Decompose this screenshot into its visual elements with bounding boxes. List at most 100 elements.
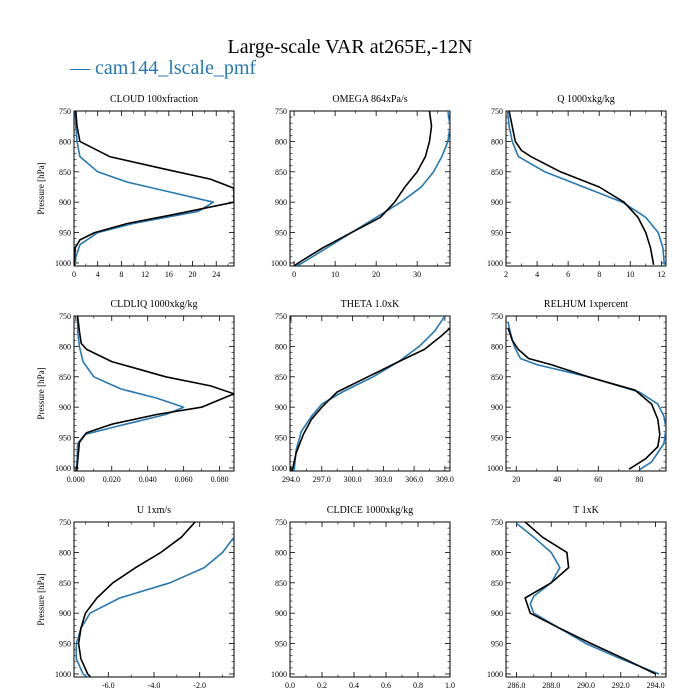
model-profile-line <box>506 111 666 265</box>
x-tick-label: 0.020 <box>103 475 121 484</box>
x-tick-label: 0.4 <box>349 681 359 690</box>
reference-profile-line <box>75 316 234 471</box>
panel-title: CLOUD 100xfraction <box>110 94 198 105</box>
y-tick-label: 1000 <box>55 464 71 473</box>
y-tick-label: 850 <box>491 373 503 382</box>
panel-9: T 1xK 750 800 850 900 950 1000 286.0 288.0 290.0 2… <box>487 505 667 690</box>
y-tick-label: 950 <box>59 434 71 443</box>
x-tick-label: 20 <box>512 475 520 484</box>
y-tick-label: 950 <box>59 640 71 649</box>
y-tick-label: 1000 <box>55 259 71 268</box>
y-tick-label: 850 <box>59 579 71 588</box>
panel-6: RELHUM 1xpercent 750 800 850 900 950 1000 20 40 6… <box>487 299 667 484</box>
y-axis-label: Pressure [hPa] <box>36 162 46 214</box>
x-tick-label: 1.0 <box>445 681 455 690</box>
reference-profile-line <box>291 327 450 471</box>
y-tick-label: 800 <box>59 137 71 146</box>
x-tick-label: -2.0 <box>193 681 206 690</box>
y-tick-label: 800 <box>59 342 71 351</box>
panel-8: CLDICE 1000xkg/kg 750 800 850 900 950 1000 0.0 0… <box>271 505 455 690</box>
y-tick-label: 1000 <box>487 259 503 268</box>
x-tick-label: 0 <box>72 270 76 279</box>
y-tick-label: 750 <box>491 312 503 321</box>
y-tick-label: 1000 <box>55 670 71 679</box>
x-tick-label: 0 <box>292 270 296 279</box>
y-tick-label: 850 <box>491 168 503 177</box>
panel-title: OMEGA 864xPa/s <box>332 94 407 105</box>
reference-profile-line <box>508 111 655 265</box>
model-profile-line <box>75 316 185 471</box>
x-tick-label: 306.0 <box>405 475 423 484</box>
x-tick-label: 60 <box>594 475 602 484</box>
figure-title: Large-scale VAR at265E,-12N <box>227 36 473 58</box>
panel-title: CLDLIQ 1000xkg/kg <box>111 299 198 310</box>
panel-title: CLDICE 1000xkg/kg <box>327 505 413 516</box>
reference-profile-line <box>293 111 433 266</box>
legend-marker: — <box>70 57 90 79</box>
x-tick-label: 0.2 <box>317 681 327 690</box>
y-tick-label: 850 <box>59 373 71 382</box>
legend-entry: — cam144_lscale_pmf <box>70 57 256 80</box>
y-tick-label: 850 <box>59 168 71 177</box>
x-tick-label: 12 <box>657 270 665 279</box>
plot-frame <box>289 521 451 678</box>
plot-frame <box>289 315 451 472</box>
panel-4: CLDLIQ 1000xkg/kg Pressure [hPa] 750 800 850… <box>36 299 235 484</box>
y-tick-label: 800 <box>275 548 287 557</box>
x-tick-label: 40 <box>553 475 561 484</box>
panel-title: THETA 1.0xK <box>341 299 400 310</box>
x-tick-label: 10 <box>331 270 339 279</box>
model-profile-line <box>75 536 234 677</box>
model-profile-line <box>515 522 660 675</box>
y-tick-label: 900 <box>275 609 287 618</box>
y-axis-label: Pressure [hPa] <box>36 573 46 625</box>
x-tick-label: 0.000 <box>67 475 85 484</box>
x-tick-label: 16 <box>165 270 173 279</box>
y-tick-label: 1000 <box>487 670 503 679</box>
reference-profile-line <box>74 111 234 266</box>
y-tick-label: 900 <box>59 198 71 207</box>
y-tick-label: 950 <box>491 640 503 649</box>
plot-frame <box>73 521 235 678</box>
y-tick-label: 900 <box>491 403 503 412</box>
x-tick-label: 290.0 <box>577 681 595 690</box>
x-tick-label: 4 <box>535 270 539 279</box>
panel-title: U 1xm/s <box>137 505 171 516</box>
x-tick-label: 30 <box>413 270 421 279</box>
x-tick-label: 294.0 <box>282 475 300 484</box>
plot-frame <box>289 110 451 267</box>
x-tick-label: 288.0 <box>542 681 560 690</box>
y-tick-label: 1000 <box>271 670 287 679</box>
y-tick-label: 800 <box>275 342 287 351</box>
y-tick-label: 750 <box>59 312 71 321</box>
y-tick-label: 950 <box>275 640 287 649</box>
x-tick-label: 309.0 <box>436 475 454 484</box>
y-tick-label: 850 <box>275 579 287 588</box>
x-tick-label: 0.8 <box>413 681 423 690</box>
reference-profile-line <box>507 327 661 470</box>
reference-profile-line <box>77 522 196 677</box>
y-tick-label: 900 <box>59 403 71 412</box>
y-tick-label: 800 <box>491 342 503 351</box>
model-profile-line <box>293 316 446 471</box>
y-tick-label: 800 <box>275 137 287 146</box>
plot-frame <box>505 521 667 678</box>
y-tick-label: 850 <box>275 373 287 382</box>
y-tick-label: 750 <box>491 518 503 527</box>
plot-frame <box>73 315 235 472</box>
x-tick-label: 300.0 <box>344 475 362 484</box>
x-tick-label: 303.0 <box>374 475 392 484</box>
plot-frame <box>505 315 667 472</box>
panel-title: Q 1000xkg/kg <box>557 94 615 105</box>
model-profile-line <box>295 111 450 266</box>
x-tick-label: -4.0 <box>148 681 161 690</box>
x-tick-label: 0.060 <box>175 475 193 484</box>
y-tick-label: 750 <box>275 312 287 321</box>
x-tick-label: 286.0 <box>507 681 525 690</box>
x-tick-label: 2 <box>504 270 508 279</box>
y-tick-label: 900 <box>59 609 71 618</box>
panel-7: U 1xm/s Pressure [hPa] 750 800 850 900 950 1000… <box>36 505 235 690</box>
y-tick-label: 900 <box>491 198 503 207</box>
reference-profile-line <box>524 522 656 675</box>
model-profile-line <box>507 321 666 471</box>
